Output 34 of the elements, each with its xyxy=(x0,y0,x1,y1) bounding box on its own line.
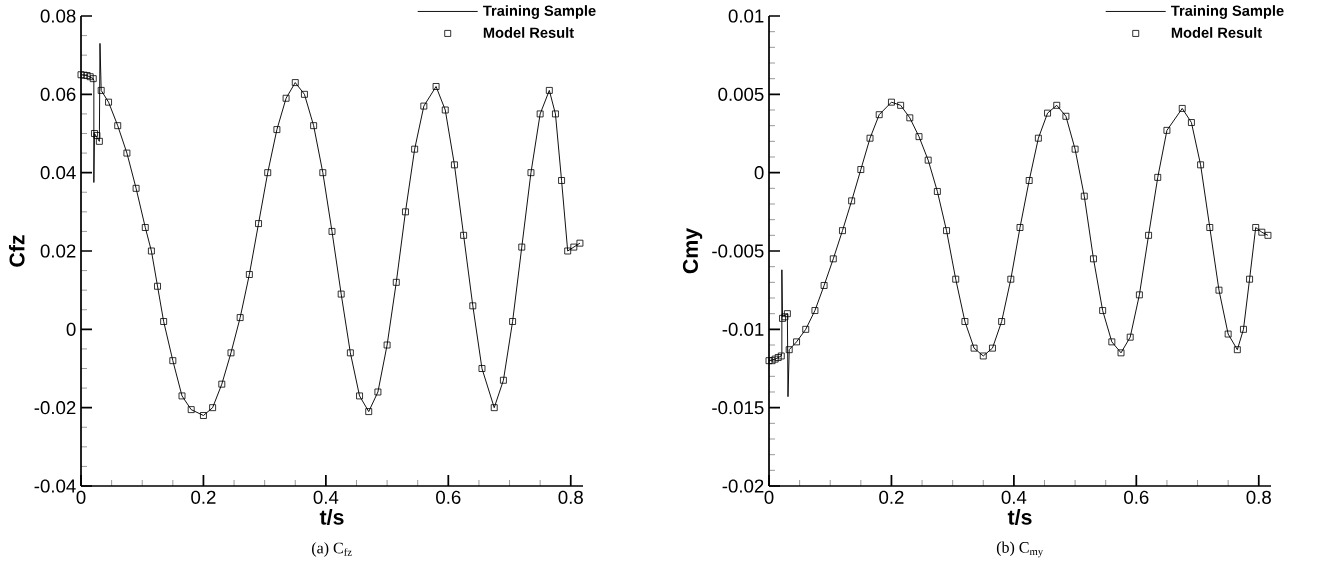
y-tick-label: 0.02 xyxy=(40,244,76,258)
y-tick-label: -0.02 xyxy=(34,401,76,415)
y-tick-label: 0.04 xyxy=(40,166,76,180)
legend-label: Model Result xyxy=(483,27,574,38)
x-axis-title: t/s xyxy=(319,509,344,525)
x-tick-label: 0.8 xyxy=(558,490,583,504)
y-axis-title: Cfz xyxy=(8,235,25,267)
y-tick-label: 0 xyxy=(754,166,764,180)
x-tick-label: 0.6 xyxy=(436,490,461,504)
y-axis-title: Cmy xyxy=(682,228,703,274)
y-tick-label: 0.08 xyxy=(40,9,76,23)
y-tick-label: -0.015 xyxy=(712,401,764,415)
x-tick-label: 0.6 xyxy=(1124,490,1149,504)
y-tick-label: -0.005 xyxy=(712,244,764,258)
y-tick-label: -0.02 xyxy=(722,479,764,493)
text: (b) C$_{my}$ xyxy=(996,541,1044,558)
x-tick-label: 0.2 xyxy=(191,490,216,504)
x-tick-label: 0.4 xyxy=(313,490,339,504)
y-tick-label: 0.06 xyxy=(40,87,76,101)
x-tick-label: 0 xyxy=(764,490,774,504)
x-axis-title: t/s xyxy=(1007,509,1032,525)
x-tick-label: 0.8 xyxy=(1246,490,1271,504)
y-tick-label: 0.005 xyxy=(718,87,764,101)
text: (a) C$_{fz}$ xyxy=(312,542,352,557)
y-tick-label: 0 xyxy=(66,322,76,336)
y-tick-label: -0.01 xyxy=(722,322,764,336)
x-tick-label: 0 xyxy=(76,490,86,504)
y-tick-label: -0.04 xyxy=(34,479,76,493)
y-tick-label: 0.01 xyxy=(728,9,764,23)
legend-label: Training Sample xyxy=(1171,5,1284,19)
legend-label: Training Sample xyxy=(483,5,596,19)
legend-label: Model Result xyxy=(1171,27,1262,38)
x-tick-label: 0.2 xyxy=(879,490,904,504)
x-tick-label: 0.4 xyxy=(1001,490,1027,504)
